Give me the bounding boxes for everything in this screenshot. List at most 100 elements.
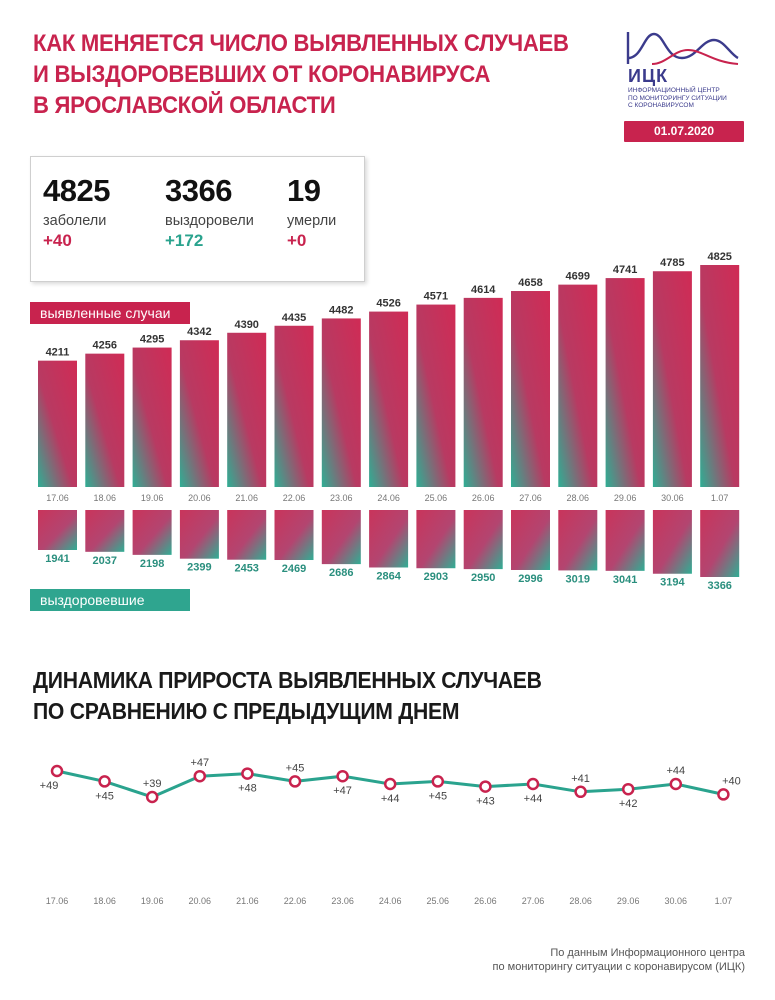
cases-bar: [605, 278, 645, 487]
cases-bar: [416, 304, 456, 487]
recovered-bar: [416, 510, 456, 569]
recovered-bar-value: 2950: [471, 572, 495, 584]
logo-subtitle: ИНФОРМАЦИОННЫЙ ЦЕНТР ПО МОНИТОРИНГУ СИТУ…: [628, 87, 744, 110]
bar-date-label: 18.06: [94, 493, 117, 503]
bar-date-label: 1.07: [711, 493, 729, 503]
stat-died: 19 умерли +0: [287, 173, 336, 251]
line-date-label: 22.06: [284, 896, 307, 906]
stat-died-value: 19: [287, 173, 321, 208]
cases-bar: [179, 340, 219, 487]
growth-point-label: +47: [190, 757, 209, 769]
bar-date-label: 21.06: [235, 493, 258, 503]
cases-bar: [85, 353, 125, 487]
source-footer: По данным Информационного центра по мони…: [425, 946, 745, 974]
recovered-bar-value: 3194: [660, 577, 685, 589]
bar-date-label: 29.06: [614, 493, 637, 503]
logo-wave-icon: [626, 32, 739, 65]
recovered-bar: [558, 510, 598, 571]
growth-point-label: +45: [428, 790, 447, 802]
logo-sub-line: ИНФОРМАЦИОННЫЙ ЦЕНТР: [628, 87, 720, 94]
line-date-label: 26.06: [474, 896, 497, 906]
line-date-label: 27.06: [522, 896, 545, 906]
stat-recovered-label: выздоровели: [165, 213, 254, 229]
cases-bar: [227, 332, 267, 487]
stat-recovered-value: 3366: [165, 173, 232, 208]
cases-bar: [38, 360, 77, 487]
title-line: В ЯРОСЛАВСКОЙ ОБЛАСТИ: [33, 92, 336, 119]
cases-bar: [369, 311, 409, 487]
cases-bar-value: 4435: [282, 312, 306, 324]
cases-bar: [132, 347, 172, 487]
title-line: И ВЫЗДОРОВЕВШИХ ОТ КОРОНАВИРУСА: [33, 61, 491, 88]
growth-point-label: +44: [381, 793, 400, 805]
growth-point: [574, 785, 587, 799]
footer-line: по мониторингу ситуации с коронавирусом …: [492, 961, 745, 973]
section-title-dynamics: ДИНАМИКА ПРИРОСТА ВЫЯВЛЕННЫХ СЛУЧАЕВ ПО …: [33, 665, 542, 727]
bar-date-label: 26.06: [472, 493, 495, 503]
line-date-label: 29.06: [617, 896, 640, 906]
recovered-bar-value: 2996: [518, 573, 542, 585]
bar-date-label: 24.06: [377, 493, 400, 503]
growth-point: [336, 769, 349, 783]
stat-recovered-delta: +172: [165, 231, 204, 250]
growth-point: [145, 790, 159, 804]
recovered-bar-value: 3041: [613, 574, 637, 586]
cases-bar-value: 4741: [613, 264, 637, 276]
line-date-label: 28.06: [569, 896, 592, 906]
growth-point-label: +39: [143, 778, 162, 790]
line-date-label: 30.06: [665, 896, 688, 906]
growth-point: [288, 775, 302, 788]
recovered-bar-value: 3366: [707, 580, 731, 592]
cases-bar: [321, 318, 361, 487]
cases-bar: [274, 325, 314, 487]
growth-point-label: +42: [619, 798, 638, 810]
stat-sick: 4825 заболели +40: [43, 173, 110, 251]
growth-point-label: +44: [524, 793, 543, 805]
recovered-bar: [38, 510, 77, 550]
logo-sub-line: С КОРОНАВИРУСОМ: [628, 102, 694, 109]
recovered-bar: [369, 510, 409, 568]
bar-date-label: 22.06: [283, 493, 306, 503]
recovered-bar-value: 2399: [187, 562, 211, 574]
line-date-label: 19.06: [141, 896, 164, 906]
recovered-bar-value: 2903: [424, 571, 448, 583]
growth-point-label: +48: [238, 783, 257, 795]
growth-point-label: +40: [722, 775, 741, 787]
section-title-line: ДИНАМИКА ПРИРОСТА ВЫЯВЛЕННЫХ СЛУЧАЕВ: [33, 667, 542, 693]
cases-label: выявленные случаи: [30, 302, 190, 324]
line-date-label: 18.06: [93, 896, 116, 906]
recovered-bar: [463, 510, 503, 570]
stats-box: 4825 заболели +40 3366 выздоровели +172 …: [30, 156, 365, 282]
logo: ИЦК ИНФОРМАЦИОННЫЙ ЦЕНТР ПО МОНИТОРИНГУ …: [622, 28, 744, 110]
recovered-bar-value: 2037: [93, 555, 117, 567]
bar-date-label: 28.06: [567, 493, 590, 503]
growth-point: [526, 777, 540, 791]
cases-bar-value: 4211: [46, 347, 70, 359]
recovered-bar: [227, 510, 267, 560]
recovered-bar-value: 2469: [282, 563, 306, 575]
line-date-label: 1.07: [715, 896, 733, 906]
recovered-bar: [321, 510, 361, 565]
growth-point-label: +45: [286, 762, 305, 774]
recovered-bar-value: 2453: [234, 563, 258, 575]
recovered-bar-value: 2864: [376, 570, 401, 582]
recovered-bar: [511, 510, 550, 570]
recovered-bar: [605, 510, 645, 571]
growth-point: [241, 767, 254, 780]
cases-bar-value: 4571: [424, 291, 448, 303]
recovered-bar: [85, 510, 125, 552]
stat-sick-delta: +40: [43, 231, 72, 250]
stat-recovered: 3366 выздоровели +172: [165, 173, 254, 251]
recovered-bar: [274, 510, 314, 561]
growth-point-label: +44: [666, 765, 685, 777]
cases-bar-value: 4482: [329, 304, 353, 316]
cases-bar: [558, 284, 598, 487]
cases-bar-value: 4342: [187, 326, 211, 338]
recovered-bar: [132, 510, 172, 555]
cases-bar-value: 4825: [707, 251, 731, 263]
growth-point: [717, 788, 730, 801]
logo-sub-line: ПО МОНИТОРИНГУ СИТУАЦИИ: [628, 94, 727, 102]
growth-point-label: +41: [571, 773, 590, 785]
line-date-label: 21.06: [236, 896, 259, 906]
page-title: КАК МЕНЯЕТСЯ ЧИСЛО ВЫЯВЛЕННЫХ СЛУЧАЕВ И …: [33, 28, 569, 121]
